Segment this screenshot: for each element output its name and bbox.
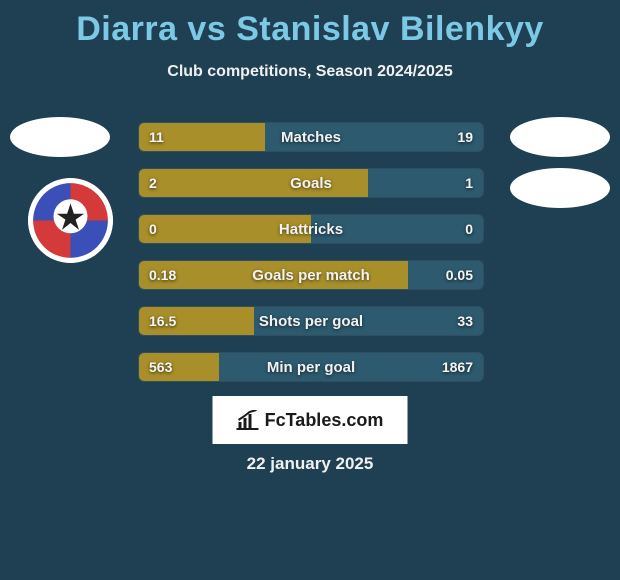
stat-row: Shots per goal16.5 33	[138, 306, 484, 336]
stat-value-right: 19	[457, 123, 473, 151]
stat-label: Shots per goal	[139, 307, 483, 335]
fctables-label: FcTables.com	[265, 410, 384, 431]
stat-value-left: 11	[149, 123, 164, 151]
stat-row: Matches11 19	[138, 122, 484, 152]
stat-value-right: 0	[465, 215, 473, 243]
player-right-logo-2	[510, 168, 610, 208]
stat-label: Goals	[139, 169, 483, 197]
stat-value-right: 1	[465, 169, 473, 197]
stat-row: Min per goal563 1867	[138, 352, 484, 382]
date-label: 22 january 2025	[0, 454, 620, 474]
stat-label: Min per goal	[139, 353, 483, 381]
player-right-logo-1	[510, 117, 610, 157]
stat-label: Goals per match	[139, 261, 483, 289]
stat-row: Goals per match0.18 0.05	[138, 260, 484, 290]
stats-bars: Matches11 19 Goals2 1 Hattricks0 0 Goals per m…	[138, 122, 484, 398]
stat-label: Hattricks	[139, 215, 483, 243]
chart-icon	[237, 410, 259, 430]
stat-value-left: 563	[149, 353, 172, 381]
stat-label: Matches	[139, 123, 483, 151]
stat-value-right: 1867	[442, 353, 473, 381]
stat-value-left: 2	[149, 169, 157, 197]
player-left-logo-1	[10, 117, 110, 157]
page-title: Diarra vs Stanislav Bilenkyy	[0, 0, 620, 49]
stat-row: Goals2 1	[138, 168, 484, 198]
club-logo-left	[28, 178, 113, 263]
stat-value-left: 16.5	[149, 307, 176, 335]
stat-value-right: 0.05	[446, 261, 473, 289]
stat-value-left: 0	[149, 215, 157, 243]
stat-value-left: 0.18	[149, 261, 176, 289]
subtitle: Club competitions, Season 2024/2025	[0, 63, 620, 81]
fctables-badge: FcTables.com	[213, 396, 408, 444]
stat-row: Hattricks0 0	[138, 214, 484, 244]
stat-value-right: 33	[457, 307, 473, 335]
